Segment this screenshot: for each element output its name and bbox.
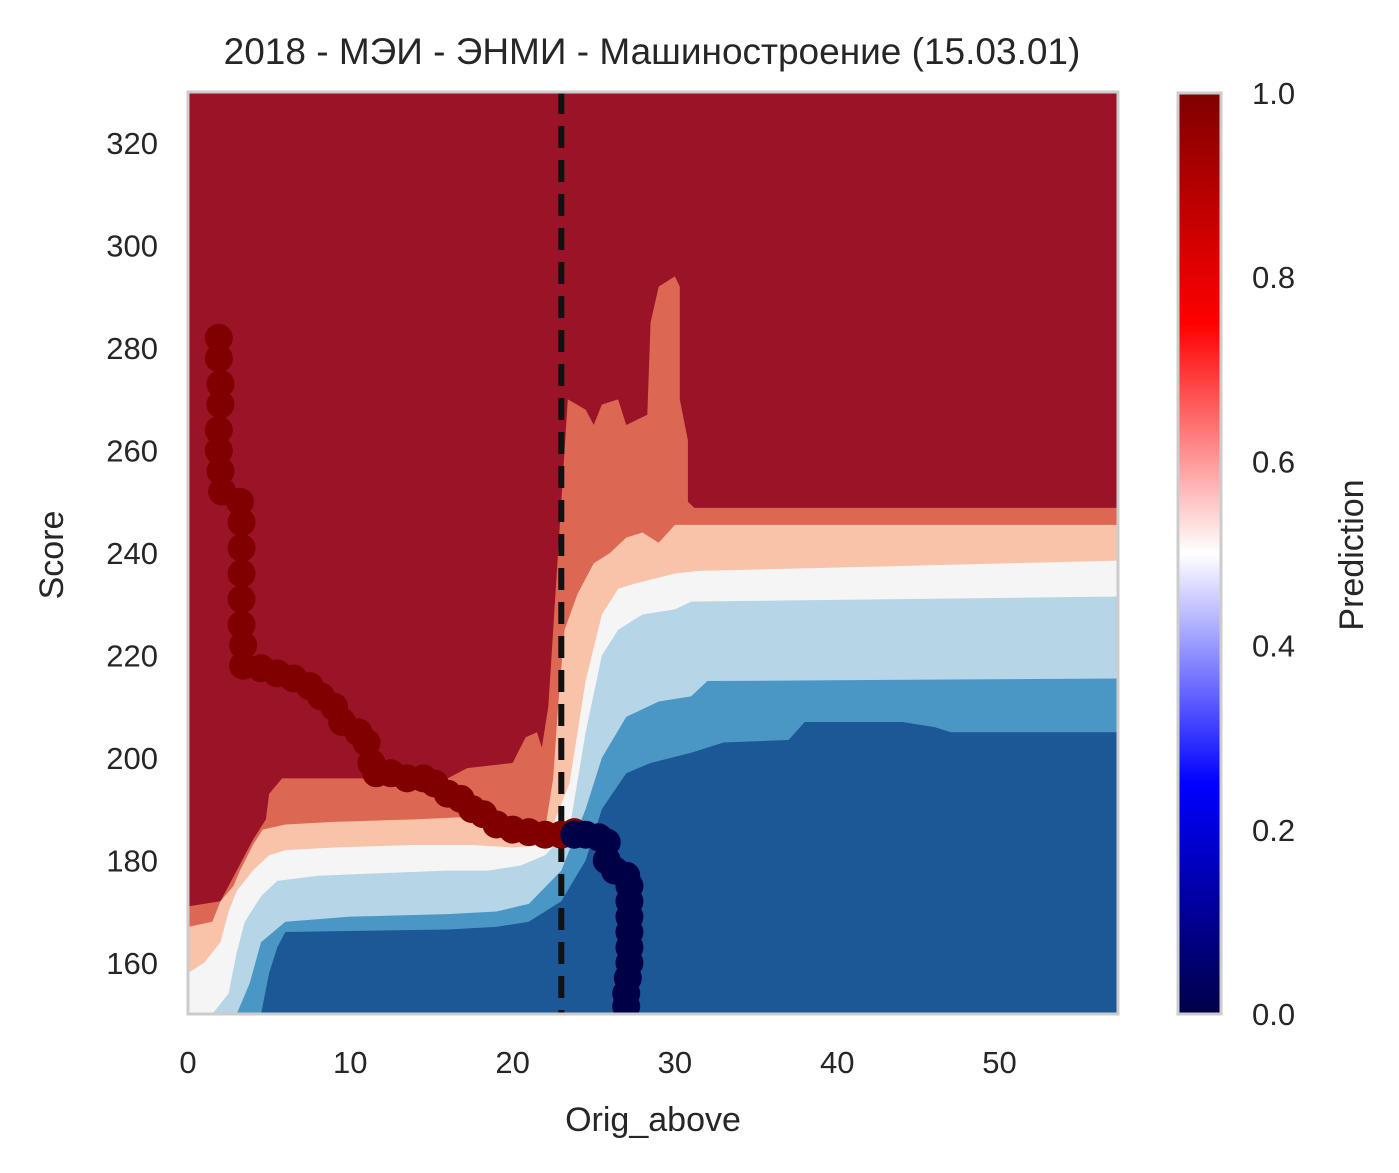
data-point [204,436,233,465]
y-tick-label: 240 [106,536,158,571]
colorbar-tick-label: 1.0 [1252,76,1295,111]
colorbar-tick-label: 0.0 [1252,997,1295,1032]
x-axis: 0 10 20 30 40 50 [179,1045,1016,1080]
colorbar-tick-label: 0.4 [1252,629,1295,664]
colorbar-tick-label: 0.2 [1252,813,1295,848]
data-point [227,559,256,588]
chart-title: 2018 - МЭИ - ЭНМИ - Машиностроение (15.0… [224,31,1081,72]
x-tick-label: 40 [820,1045,854,1080]
decision-regions [188,92,1118,1014]
y-axis-label: Score [33,511,71,600]
colorbar-tick-label: 0.8 [1252,260,1295,295]
data-point [227,533,256,562]
data-point [206,369,235,398]
colorbar-ticks: 0.0 0.2 0.4 0.6 0.8 1.0 [1252,76,1295,1032]
x-tick-label: 20 [495,1045,529,1080]
y-tick-label: 200 [106,741,158,776]
x-tick-label: 30 [658,1045,692,1080]
contour-band-6 [261,722,1118,1014]
plot-area [188,92,1118,1014]
colorbar-gradient [1176,91,1223,1016]
y-axis: 160 180 200 220 240 260 280 300 320 [106,126,158,981]
data-point [225,487,254,516]
data-point [227,610,256,639]
colorbar-tick-label: 0.6 [1252,444,1295,479]
plot-frame [186,90,1120,1016]
y-tick-label: 220 [106,638,158,673]
data-point [206,390,235,419]
y-tick-label: 160 [106,946,158,981]
x-tick-label: 0 [179,1045,196,1080]
data-point [204,344,233,373]
y-tick-label: 300 [106,229,158,264]
y-tick-label: 320 [106,126,158,161]
colorbar-label: Prediction [1333,479,1371,630]
data-points [204,323,644,1014]
data-point [206,457,235,486]
x-axis-label: Orig_above [565,1101,741,1139]
data-point [229,631,258,660]
data-point [204,416,233,445]
y-tick-label: 260 [106,434,158,469]
data-point [612,992,641,1014]
y-tick-label: 180 [106,843,158,878]
data-point [204,323,233,352]
colorbar: 0.0 0.2 0.4 0.6 0.8 1.0 Prediction [1176,76,1371,1032]
data-point [227,585,256,614]
x-tick-label: 50 [982,1045,1016,1080]
y-tick-label: 280 [106,331,158,366]
x-tick-label: 10 [333,1045,367,1080]
data-point [227,508,256,537]
